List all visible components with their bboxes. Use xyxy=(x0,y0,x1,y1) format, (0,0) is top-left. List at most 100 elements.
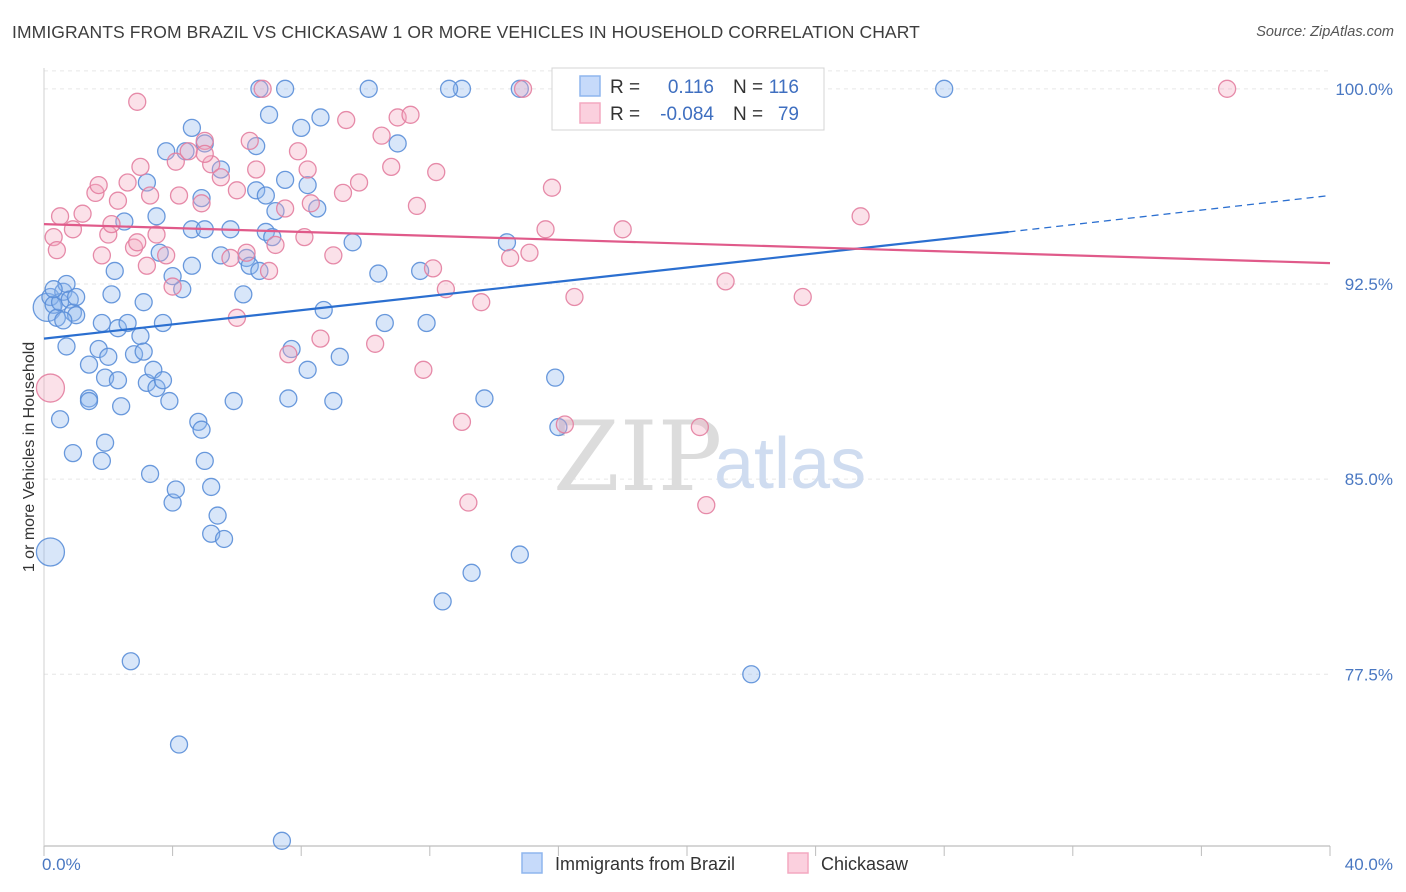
legend-n-label-chickasaw: N = xyxy=(733,104,763,125)
point-1-53 xyxy=(542,178,562,197)
point-1-0 xyxy=(35,373,66,403)
point-1-22 xyxy=(195,131,214,151)
point-1-33 xyxy=(298,160,317,179)
point-1-9 xyxy=(102,214,121,234)
point-0-16 xyxy=(108,371,128,390)
point-0-88 xyxy=(935,79,954,98)
point-0-19 xyxy=(79,391,99,411)
legend-n-label-brazil: N = xyxy=(733,77,763,98)
x-tick-label-0: 0.0% xyxy=(42,855,81,874)
y-tick-label-2: 85.0% xyxy=(1345,470,1393,489)
point-0-35 xyxy=(160,391,179,411)
point-1-62 xyxy=(1217,79,1237,98)
chart-title: IMMIGRANTS FROM BRAZIL VS CHICKASAW 1 OR… xyxy=(12,22,920,42)
point-0-85 xyxy=(439,79,459,98)
y-axis-label: 1 or more Vehicles in Household xyxy=(21,342,38,572)
point-1-45 xyxy=(423,259,443,278)
point-0-69 xyxy=(742,665,761,684)
point-1-59 xyxy=(716,272,735,291)
point-0-55 xyxy=(298,360,317,379)
point-1-75 xyxy=(89,175,108,195)
point-1-49 xyxy=(472,293,491,312)
point-0-93 xyxy=(462,563,481,582)
point-0-17 xyxy=(112,397,131,416)
point-1-51 xyxy=(520,243,539,262)
watermark-zip: ZIP xyxy=(553,401,722,513)
point-1-23 xyxy=(202,155,221,174)
x-tick-labels: 0.0% 40.0% xyxy=(42,855,1393,874)
point-0-20 xyxy=(79,355,99,374)
point-0-65 xyxy=(497,233,517,252)
point-1-76 xyxy=(401,105,420,124)
point-1-34 xyxy=(301,194,320,213)
point-0-46 xyxy=(214,529,234,549)
point-1-77 xyxy=(128,92,147,111)
legend-r-value-chickasaw: -0.084 xyxy=(660,104,714,125)
point-1-44 xyxy=(414,360,433,379)
y-tick-label-1: 92.5% xyxy=(1345,275,1393,294)
trend-line-0 xyxy=(43,230,1009,340)
point-1-5 xyxy=(73,204,92,223)
point-1-55 xyxy=(565,287,584,307)
point-1-29 xyxy=(259,261,279,281)
point-1-28 xyxy=(247,160,266,179)
point-1-43 xyxy=(407,196,427,216)
point-1-3 xyxy=(50,207,70,226)
bottom-legend-label-chickasaw: Chickasaw xyxy=(821,854,909,874)
point-0-73 xyxy=(182,118,202,137)
grid-lines xyxy=(44,70,1330,675)
point-1-74 xyxy=(427,162,446,182)
point-0-71 xyxy=(147,207,166,226)
point-0-54 xyxy=(282,339,301,359)
point-0-113 xyxy=(256,186,275,205)
point-1-12 xyxy=(124,238,144,257)
point-0-96 xyxy=(298,175,317,195)
point-1-21 xyxy=(192,194,211,213)
trend-lines xyxy=(43,194,1331,340)
point-1-50 xyxy=(501,248,520,268)
bottom-legend-label-brazil: Immigrants from Brazil xyxy=(555,854,735,874)
point-0-11 xyxy=(57,337,76,356)
point-0-90 xyxy=(169,735,189,754)
point-0-39 xyxy=(182,256,202,275)
point-1-25 xyxy=(221,248,240,268)
point-0-81 xyxy=(311,108,330,127)
y-tick-label-3: 77.5% xyxy=(1345,665,1393,684)
point-1-48 xyxy=(459,493,478,512)
point-1-13 xyxy=(128,233,147,252)
point-1-66 xyxy=(253,79,272,98)
point-0-23 xyxy=(105,261,124,281)
point-0-61 xyxy=(388,134,407,153)
point-1-35 xyxy=(311,329,330,348)
point-0-45 xyxy=(208,506,227,525)
legend-swatch-brazil xyxy=(579,75,601,97)
point-0-30 xyxy=(140,464,160,484)
point-0-25 xyxy=(118,313,137,333)
point-0-18 xyxy=(95,433,115,452)
point-1-58 xyxy=(697,495,716,515)
point-0-24 xyxy=(108,319,128,338)
point-1-27 xyxy=(237,243,256,262)
trend-line-0-extension xyxy=(1008,194,1331,233)
bottom-legend-swatch-brazil xyxy=(521,852,543,874)
point-0-110 xyxy=(44,280,63,299)
point-0-82 xyxy=(359,79,378,98)
point-0-60 xyxy=(375,313,394,333)
point-1-2 xyxy=(47,240,67,260)
point-0-92 xyxy=(433,592,452,611)
point-0-27 xyxy=(131,326,150,346)
point-0-106 xyxy=(163,267,182,286)
point-1-31 xyxy=(275,199,295,218)
point-0-83 xyxy=(452,79,472,98)
point-1-39 xyxy=(365,334,385,353)
point-1-54 xyxy=(555,415,574,434)
point-1-52 xyxy=(536,220,555,239)
point-0-53 xyxy=(279,389,298,408)
point-1-70 xyxy=(279,345,298,364)
trend-line-1 xyxy=(43,223,1331,265)
bottom-legend-swatch-chickasaw xyxy=(787,852,809,874)
point-1-40 xyxy=(372,126,391,145)
watermark-atlas: atlas xyxy=(714,424,866,504)
point-1-71 xyxy=(163,277,182,296)
point-1-32 xyxy=(288,142,308,161)
